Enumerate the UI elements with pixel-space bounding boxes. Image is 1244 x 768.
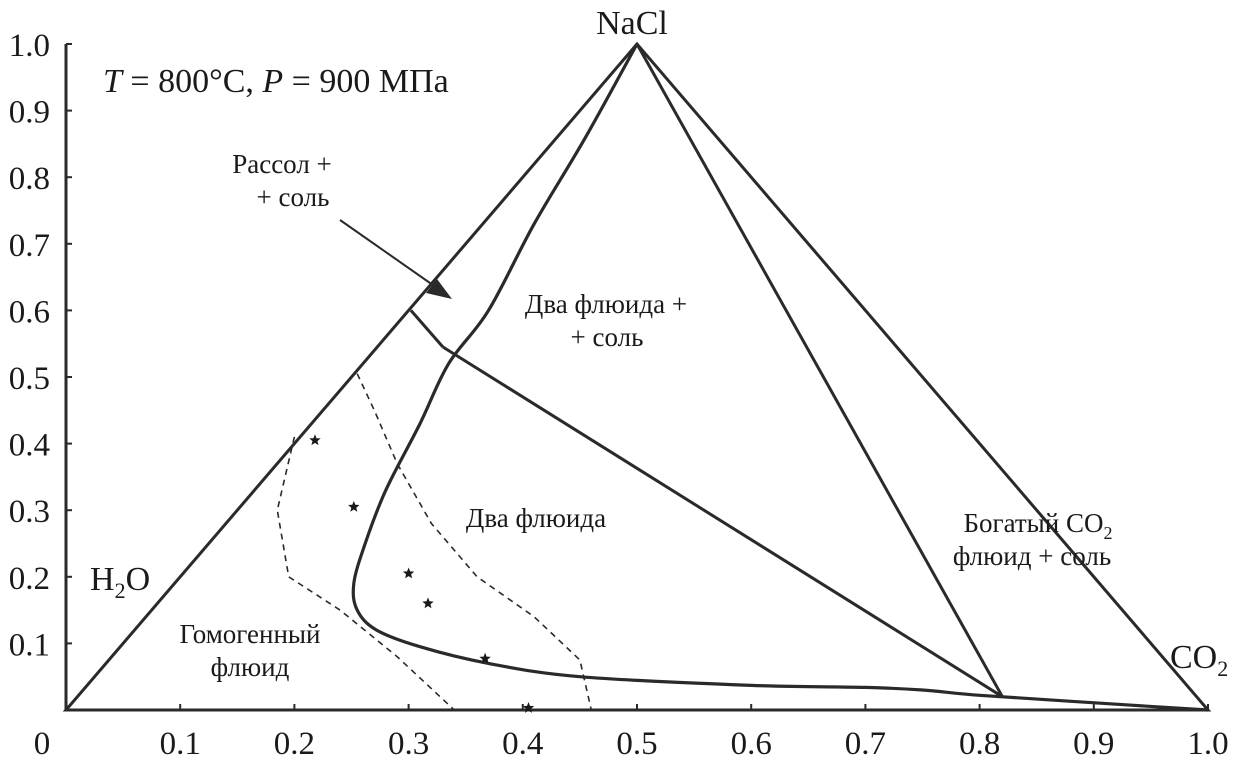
experiment-point-star xyxy=(522,702,535,713)
x-axis-ticks: 0 0.1 0.2 0.3 0.4 0.5 0.6 0.7 0.8 0.9 1.0 xyxy=(34,704,1229,762)
y-tick-label: 0.3 xyxy=(9,494,50,530)
experiment-point-star xyxy=(402,567,415,579)
region-homogeneous-line1: Гомогенный xyxy=(180,619,321,649)
pressure-symbol: P xyxy=(261,63,283,100)
dashed-boundary-high xyxy=(356,373,593,711)
x-tick-label: 0.2 xyxy=(274,726,315,762)
vertex-h2o-end: O xyxy=(126,561,151,598)
y-tick-label: 0.1 xyxy=(9,627,50,663)
region-co2-rich-line1: Богатый CO2 xyxy=(963,508,1112,543)
region-co2-rich-line2: флюид + соль xyxy=(953,541,1111,571)
temperature-symbol: T xyxy=(103,63,124,100)
vertex-co2-label: CO2 xyxy=(1170,639,1228,681)
y-tick-label: 0.2 xyxy=(9,561,50,597)
experiment-point-star xyxy=(348,500,360,512)
salt-co2-tie-line xyxy=(635,43,1004,698)
x-tick-label: 0.1 xyxy=(160,726,201,762)
y-tick-label: 0.7 xyxy=(9,228,50,264)
region-homogeneous-line2: флюид xyxy=(211,652,290,682)
x-tick-label: 0.6 xyxy=(731,726,772,762)
brine-salt-tie-line xyxy=(409,309,445,348)
x-tick-label: 0.7 xyxy=(845,726,886,762)
y-tick-label: 0.9 xyxy=(9,95,50,131)
x-tick-label: 0 xyxy=(34,726,51,762)
pointer-arrow-shaft xyxy=(339,219,441,291)
experimental-points xyxy=(309,434,535,713)
y-tick-label: 0.8 xyxy=(9,161,50,197)
region-two-fluid-salt-line2: + соль xyxy=(571,322,644,352)
temperature-value: = 800°C, xyxy=(122,63,262,100)
experiment-point-star xyxy=(422,597,434,609)
x-tick-label: 0.4 xyxy=(502,726,543,762)
x-tick-label: 0.3 xyxy=(388,726,429,762)
experiment-point-star xyxy=(479,652,491,664)
region-brine-salt-line1: Рассол + xyxy=(232,149,332,179)
ternary-triangle xyxy=(62,41,1212,712)
y-tick-label: 1.0 xyxy=(9,28,50,64)
region-brine-salt-line2: + соль xyxy=(257,182,330,212)
y-tick-label: 0.5 xyxy=(9,361,50,397)
region-co2-rich-sub: 2 xyxy=(1104,523,1113,543)
phase-boundaries xyxy=(62,41,1212,712)
vertex-co2-sub: 2 xyxy=(1217,656,1228,681)
y-axis-ticks: 0.1 0.2 0.3 0.4 0.5 0.6 0.7 0.8 0.9 1.0 xyxy=(9,28,72,663)
region-co2-rich-main: Богатый CO xyxy=(963,508,1103,538)
pointer-arrow-head xyxy=(426,279,452,299)
region-two-fluid-salt-line1: Два флюида + xyxy=(525,289,687,319)
vertex-h2o-sub: 2 xyxy=(115,578,126,603)
vertex-nacl-label: NaCl xyxy=(596,5,668,42)
vertex-h2o-main: H xyxy=(90,561,115,598)
x-tick-label: 0.5 xyxy=(616,726,657,762)
vertex-h2o-label: H2O xyxy=(90,561,150,603)
region-two-fluid: Два флюида xyxy=(466,503,606,533)
experiment-point-star xyxy=(309,434,321,446)
conditions-label: T = 800°C, P = 900 МПа xyxy=(103,63,449,100)
solvus-curve xyxy=(351,43,1209,712)
x-tick-label: 0.9 xyxy=(1073,726,1114,762)
x-tick-label: 1.0 xyxy=(1187,726,1228,762)
pressure-value: = 900 МПа xyxy=(283,63,449,100)
y-tick-label: 0.6 xyxy=(9,294,50,330)
vertex-co2-main: CO xyxy=(1170,639,1217,676)
three-phase-boundary xyxy=(442,345,1004,698)
dashed-boundary-low xyxy=(276,436,455,711)
y-tick-label: 0.4 xyxy=(9,428,50,464)
x-tick-label: 0.8 xyxy=(959,726,1000,762)
